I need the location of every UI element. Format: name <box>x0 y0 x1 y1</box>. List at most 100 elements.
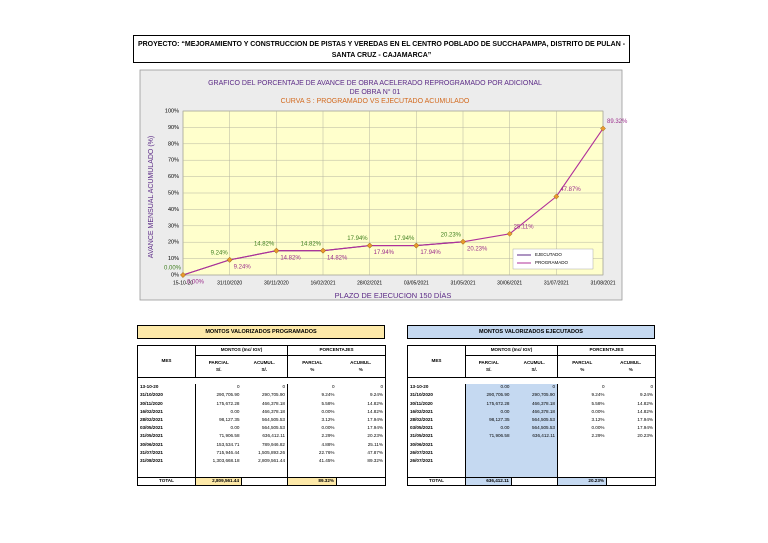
header-text: S/. <box>261 366 268 372</box>
total-cell <box>606 476 656 486</box>
chart-subtitle: CURVA S : PROGRAMADO VS EJECUTADO ACUMUL… <box>281 98 470 105</box>
spacer-cell <box>137 465 196 478</box>
month-cell: 31/08/2021 <box>137 457 196 466</box>
header-cell: PARCIAL S/. <box>465 355 512 378</box>
table-row: TOTAL 2,809,561.44 89.32% <box>137 476 386 486</box>
value-cell: 71,906.58 <box>465 432 512 441</box>
table-row: 26/07/2021 <box>407 457 656 466</box>
value-cell: 1,303,668.18 <box>212 457 240 463</box>
total-cell: 89.32% <box>287 476 337 486</box>
table-row: 31/08/2021 1,303,668.18 2,809,561.44 41.45%… <box>137 457 386 466</box>
table-row: 28/02/2021 98,127.35 564,505.53 3.12% 17.94% <box>407 416 656 425</box>
x-tick-label: 31/07/2021 <box>544 280 569 286</box>
value-cell: 2.29% <box>591 433 605 439</box>
month-cell: 13-10-20 <box>137 383 196 392</box>
value-cell: 175,672.28 <box>216 400 240 406</box>
value-cell: 0.00% <box>591 408 605 414</box>
header-cell: ACUMUL. S/. <box>241 355 288 378</box>
value-cell: 0.00% <box>321 408 335 414</box>
table-row: 03/05/2021 0.00 564,505.53 0.00% 17.94% <box>137 424 386 433</box>
data-label: 0.00% <box>164 266 182 272</box>
header-cell: PARCIAL S/. <box>195 355 242 378</box>
value-cell: 290,705.90 <box>216 392 240 398</box>
table-row: PARCIAL S/. ACUMUL. S/. PARCIAL% ACUMUL.% <box>408 355 656 378</box>
value-cell: 14.82% <box>367 408 383 414</box>
spacer-cell <box>511 465 558 478</box>
value-cell: 3.12% <box>321 417 335 423</box>
value-cell: 0 <box>331 384 335 390</box>
spacer-cell <box>607 465 656 477</box>
header-cell: MONTOS (Inc/ IGV) <box>465 345 558 356</box>
value-cell <box>511 440 558 449</box>
header-text: S/. <box>485 366 492 372</box>
total-cell <box>241 476 288 486</box>
value-cell: 564,505.53 <box>511 424 558 433</box>
header-text: PARCIAL <box>302 359 323 365</box>
header-text: PARCIAL <box>572 359 593 365</box>
value-cell: 14.82% <box>637 400 653 406</box>
table-row: PARCIAL S/. ACUMUL. S/. PARCIAL% ACUMUL.% <box>138 355 386 378</box>
table-row: 16/02/2021 0.00 466,378.18 0.00% 14.82% <box>407 408 656 417</box>
value-cell: 175,672.28 <box>465 399 512 409</box>
table-row: 03/05/2021 0.00 564,505.53 0.00% 17.94% <box>407 424 656 433</box>
y-tick-label: 70% <box>168 158 179 164</box>
month-cell: 16/02/2021 <box>407 408 466 417</box>
header-cell: ACUMUL.% <box>606 355 656 378</box>
value-cell: 0 <box>380 384 383 390</box>
value-cell: 564,505.53 <box>511 416 558 425</box>
value-cell: 4.88% <box>321 441 335 447</box>
header-cell: PARCIAL% <box>287 355 337 378</box>
data-label: 17.94% <box>394 236 415 242</box>
x-tick-label: 31/08/2021 <box>590 280 615 286</box>
table-row: MES MONTOS (Inc/ IGV) PORCENTAJES <box>137 345 386 378</box>
point-marker <box>506 230 513 237</box>
value-cell: 0.00% <box>591 425 605 431</box>
header-text: ACUMUL. <box>253 359 275 365</box>
value-cell: 564,505.53 <box>241 416 288 425</box>
header-cell: ACUMUL. S/. <box>511 355 558 378</box>
value-cell <box>607 457 656 465</box>
data-label: 9.24% <box>211 250 229 256</box>
total-label: TOTAL <box>407 476 466 486</box>
data-label: 14.82% <box>327 255 348 261</box>
value-cell: 20.23% <box>637 433 653 439</box>
spacer-cell <box>196 465 242 477</box>
y-tick-label: 40% <box>168 207 179 213</box>
point-marker <box>320 247 326 254</box>
data-label: 89.32% <box>607 119 628 125</box>
month-cell: 31/05/2021 <box>407 432 466 441</box>
ejecutado-table: MONTOS VALORIZADOS EJECUTADOS MES MONTOS (… <box>407 325 656 486</box>
value-cell <box>607 441 656 449</box>
month-cell: 26/07/2021 <box>407 457 466 466</box>
header-line: PROYECTO: “MEJORAMIENTO Y CONSTRUCCION D… <box>137 41 626 48</box>
value-cell: 98,127.35 <box>465 416 512 425</box>
header-text: PARCIAL <box>208 359 229 365</box>
data-label: 9.24% <box>234 264 252 270</box>
value-cell: 0.00% <box>321 425 335 431</box>
total-cell <box>511 476 558 486</box>
value-cell: 466,378.18 <box>241 408 288 417</box>
value-cell: 290,705.90 <box>465 391 512 400</box>
value-cell: 25.11% <box>367 441 383 447</box>
header-cell: PARCIAL% <box>557 355 607 378</box>
spacer-cell <box>407 465 466 478</box>
month-cell: 28/02/2021 <box>407 416 466 425</box>
header-text: ACUMUL. <box>523 359 545 365</box>
table-row: 30/06/2021 <box>407 440 656 449</box>
programado-table: MONTOS VALORIZADOS PROGRAMADOS MES MONTOS … <box>137 325 386 486</box>
month-cell: 31/05/2021 <box>137 432 196 441</box>
month-cell: 30/11/2020 <box>407 399 466 409</box>
header-text: S/. <box>215 366 222 372</box>
data-table: MES MONTOS (Inc/ IGV) PORCENTAJES PARCIAL S/… <box>137 345 386 486</box>
table-title: MONTOS VALORIZADOS PROGRAMADOS <box>137 325 385 339</box>
y-tick-label: 100% <box>165 108 179 114</box>
data-label: 17.94% <box>347 236 368 242</box>
value-cell: 466,378.18 <box>511 399 558 409</box>
month-cell: 13-10-20 <box>407 383 466 392</box>
data-label: 14.82% <box>254 241 275 247</box>
total-cell: 2,809,561.44 <box>195 476 242 486</box>
value-cell: 17.94% <box>367 425 383 431</box>
header-text: ACUMUL. <box>620 359 642 365</box>
month-cell: 16/02/2021 <box>137 408 196 417</box>
point-marker <box>460 238 466 245</box>
